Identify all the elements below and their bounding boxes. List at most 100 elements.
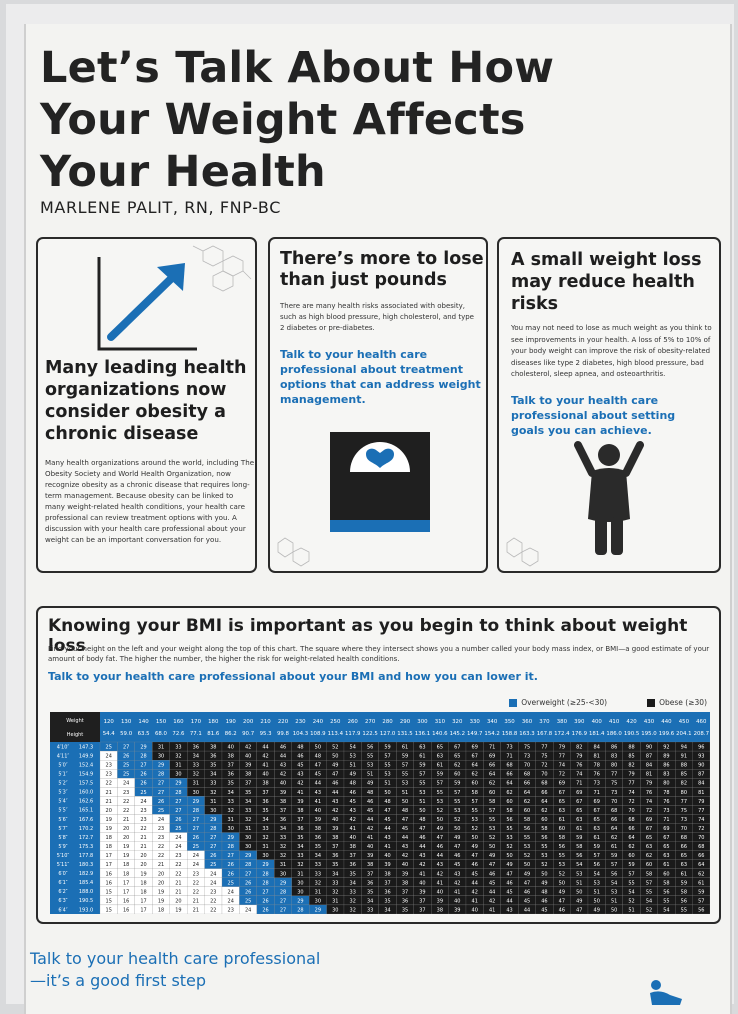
legend-swatch	[647, 698, 656, 707]
bmi-value: 47	[384, 808, 390, 814]
bmi-value: 36	[262, 799, 268, 805]
bmi-value: 73	[681, 817, 687, 823]
card-more-to-lose: There’s more to lose than just pounds Th…	[268, 237, 488, 573]
bmi-value: 31	[245, 826, 251, 832]
bmi-value: 26	[262, 898, 268, 904]
bmi-value: 56	[541, 835, 547, 841]
bmi-value: 60	[628, 853, 634, 859]
bmi-value: 31	[158, 745, 164, 751]
bmi-value: 36	[332, 853, 338, 859]
bmi-value: 36	[350, 862, 356, 868]
bmi-value: 45	[472, 871, 478, 877]
weight-lb-label: 200	[243, 719, 254, 725]
bmi-value: 49	[489, 853, 495, 859]
weight-lb-label: 270	[365, 719, 376, 725]
molecule-decoration-icon	[277, 537, 310, 567]
bmi-value: 65	[594, 817, 600, 823]
bmi-value: 51	[576, 880, 582, 886]
bmi-value: 46	[419, 835, 425, 841]
bmi-value: 33	[367, 907, 373, 913]
bmi-value: 38	[262, 781, 268, 787]
bmi-value: 60	[454, 772, 460, 778]
bmi-value: 39	[245, 763, 251, 769]
bmi-value: 53	[454, 808, 460, 814]
bmi-value: 66	[698, 853, 704, 859]
card-heading: A small weight loss may reduce health ri…	[511, 250, 702, 314]
bmi-value: 19	[158, 889, 164, 895]
bmi-value: 33	[297, 853, 303, 859]
bmi-value: 63	[419, 745, 425, 751]
bmi-value: 46	[297, 754, 303, 760]
height-ft-label: 5′1″	[58, 771, 67, 777]
weight-kg-label: 195.0	[641, 731, 657, 737]
bmi-value: 50	[332, 754, 338, 760]
weight-kg-label: 90.7	[242, 731, 254, 737]
bmi-value: 38	[367, 862, 373, 868]
bmi-value: 35	[384, 898, 390, 904]
weight-lb-label: 460	[696, 719, 707, 725]
bmi-value: 53	[576, 871, 582, 877]
bmi-value: 66	[524, 781, 530, 787]
weight-lb-label: 230	[295, 719, 306, 725]
bmi-value: 54	[611, 880, 617, 886]
weight-lb-label: 420	[626, 719, 637, 725]
bmi-value: 66	[489, 763, 495, 769]
bmi-value: 32	[280, 853, 286, 859]
bmi-value: 30	[175, 772, 181, 778]
bmi-value: 37	[280, 808, 286, 814]
bmi-value: 20	[106, 808, 112, 814]
card-chronic-disease: Many leading health organizations now co…	[36, 237, 257, 573]
bmi-value: 19	[175, 907, 181, 913]
bmi-value: 88	[681, 763, 687, 769]
bmi-value: 33	[262, 826, 268, 832]
bmi-value: 63	[646, 844, 652, 850]
bmi-value: 62	[646, 853, 652, 859]
bmi-value: 17	[106, 862, 112, 868]
bmi-value: 22	[175, 862, 181, 868]
bmi-value: 80	[681, 790, 687, 796]
bmi-value: 17	[106, 853, 112, 859]
bmi-value: 16	[106, 871, 112, 877]
weight-lb-label: 280	[382, 719, 393, 725]
bmi-value: 68	[506, 763, 512, 769]
bmi-value: 45	[297, 763, 303, 769]
bmi-value: 64	[611, 826, 617, 832]
bmi-value: 71	[489, 745, 495, 751]
weight-lb-label: 430	[644, 719, 655, 725]
bmi-value: 39	[332, 826, 338, 832]
bmi-value: 59	[454, 781, 460, 787]
bmi-value: 59	[594, 844, 600, 850]
bmi-value: 36	[367, 880, 373, 886]
bmi-value: 47	[506, 871, 512, 877]
bmi-value: 36	[228, 772, 234, 778]
bmi-value: 74	[559, 763, 565, 769]
bmi-value: 22	[140, 826, 146, 832]
bmi-value: 60	[472, 781, 478, 787]
bmi-value: 33	[315, 862, 321, 868]
bmi-value: 50	[576, 889, 582, 895]
bmi-value: 25	[245, 898, 251, 904]
bmi-value: 40	[367, 844, 373, 850]
bmi-value: 45	[367, 808, 373, 814]
bmi-value: 50	[611, 907, 617, 913]
bmi-value: 49	[437, 826, 443, 832]
bmi-value: 64	[628, 835, 634, 841]
bmi-value: 53	[611, 889, 617, 895]
height-ft-label: 5′0″	[58, 762, 67, 768]
bmi-value: 15	[106, 898, 112, 904]
bmi-value: 34	[384, 907, 390, 913]
bmi-value: 77	[698, 808, 704, 814]
bmi-value: 39	[419, 889, 425, 895]
bmi-value: 37	[419, 907, 425, 913]
bmi-value: 21	[106, 790, 112, 796]
bmi-value: 37	[350, 853, 356, 859]
bmi-value: 30	[245, 844, 251, 850]
bmi-value: 20	[158, 880, 164, 886]
bmi-value: 20	[140, 853, 146, 859]
bmi-value: 78	[663, 790, 669, 796]
bmi-value: 44	[402, 835, 408, 841]
bmi-value: 62	[541, 808, 547, 814]
bmi-value: 50	[559, 880, 565, 886]
bmi-value: 83	[611, 754, 617, 760]
bmi-value: 50	[437, 817, 443, 823]
